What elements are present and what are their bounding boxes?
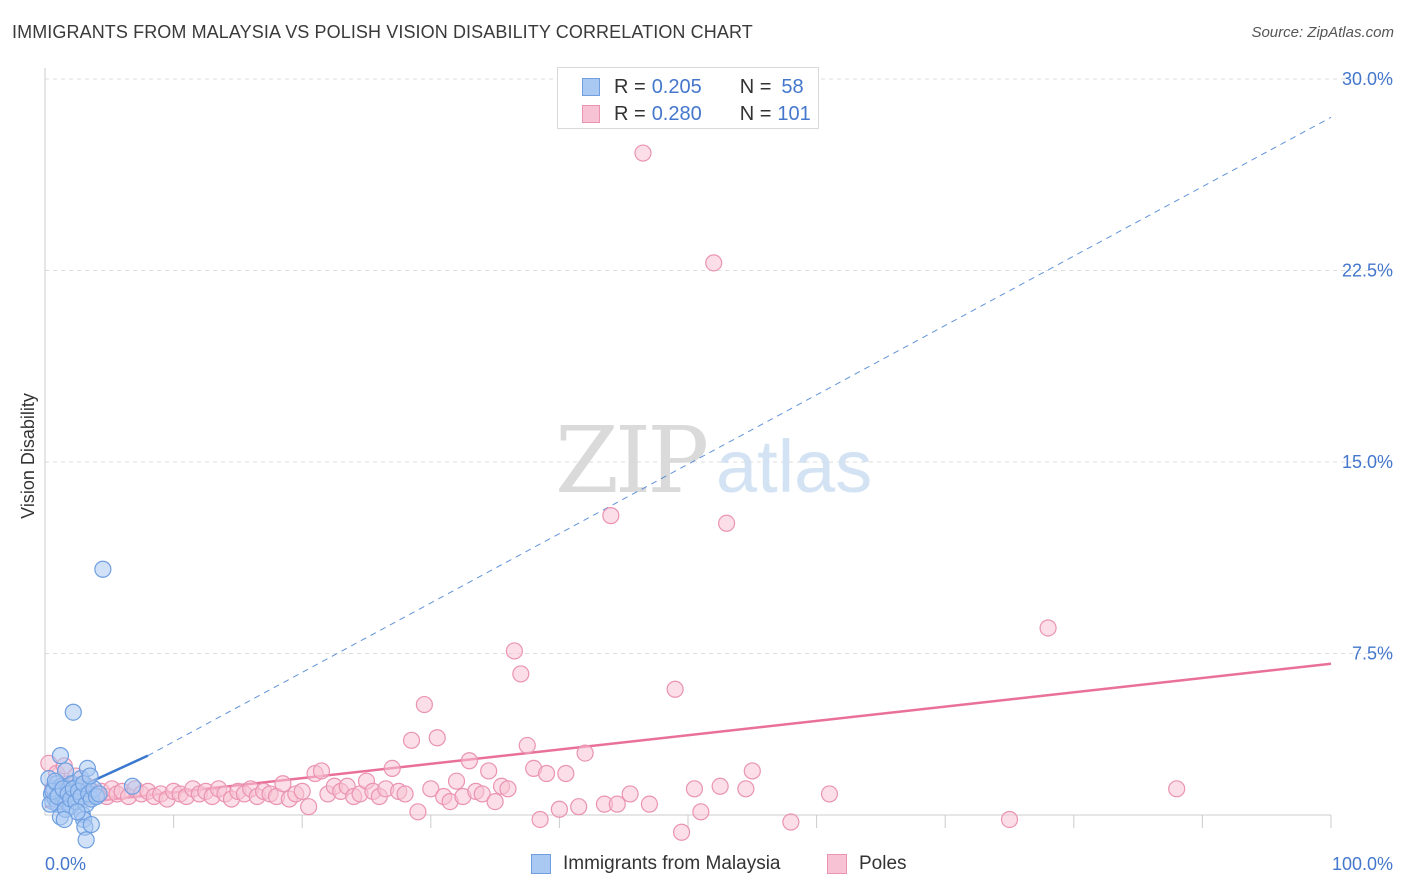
point-poles xyxy=(480,762,498,780)
point-poles xyxy=(473,785,491,803)
point-malaysia xyxy=(68,803,86,821)
legend-series-name: Poles xyxy=(859,853,907,874)
point-poles xyxy=(383,759,401,778)
point-poles xyxy=(1168,780,1186,798)
y-tick-label: 15.0% xyxy=(1342,452,1393,472)
legend-r-value: 0.205 xyxy=(651,75,702,98)
point-poles xyxy=(428,729,446,747)
trend-line-malaysia-dashed xyxy=(147,116,1332,757)
legend-n-value: 58 xyxy=(781,75,804,98)
x-tick-label: 0.0% xyxy=(45,854,86,874)
point-poles xyxy=(505,642,523,660)
point-poles xyxy=(705,254,723,272)
point-malaysia xyxy=(55,810,73,829)
point-poles xyxy=(274,775,292,793)
point-poles xyxy=(1000,810,1019,829)
legend-n-value: 101 xyxy=(777,102,811,125)
legend-n-label: N = xyxy=(739,75,772,98)
y-tick-label: 30.0% xyxy=(1342,69,1393,89)
point-poles xyxy=(293,782,311,800)
legend-series-name: Immigrants from Malaysia xyxy=(563,853,781,874)
point-poles xyxy=(499,780,517,798)
point-poles xyxy=(634,144,652,162)
point-poles xyxy=(460,752,478,770)
point-malaysia xyxy=(90,785,108,803)
point-poles xyxy=(312,762,331,780)
point-poles xyxy=(557,764,575,783)
point-poles xyxy=(518,736,536,755)
point-poles xyxy=(447,772,466,790)
legend-r-value: 0.280 xyxy=(651,102,702,125)
y-tick-label: 7.5% xyxy=(1352,644,1393,664)
point-poles xyxy=(672,823,691,841)
legend-item-poles: Poles xyxy=(827,852,907,876)
legend-row-poles: R = 0.280 N = 101 xyxy=(582,102,811,126)
legend-swatch-blue xyxy=(582,78,600,96)
point-poles xyxy=(820,785,839,803)
point-malaysia xyxy=(94,560,112,578)
y-axis-label: Vision Disability xyxy=(18,393,38,519)
point-poles xyxy=(743,762,761,780)
point-poles xyxy=(1039,619,1057,637)
trend-line-poles xyxy=(44,662,1332,808)
legend-swatch-pink xyxy=(582,105,600,123)
gridlines xyxy=(45,78,1392,654)
chart-title: IMMIGRANTS FROM MALAYSIA VS POLISH VISIO… xyxy=(12,22,753,42)
point-poles xyxy=(685,780,704,798)
point-poles xyxy=(717,514,736,532)
point-malaysia xyxy=(82,815,100,834)
data-points xyxy=(40,144,1186,849)
point-poles xyxy=(576,744,594,762)
point-poles xyxy=(737,780,755,798)
point-malaysia xyxy=(81,767,99,785)
y-tick-label: 22.5% xyxy=(1342,261,1393,281)
point-poles xyxy=(621,785,639,803)
point-poles xyxy=(409,803,427,821)
legend-r-label: R = xyxy=(614,75,646,98)
point-poles xyxy=(422,780,440,798)
legend-swatch-pink xyxy=(827,854,847,874)
point-poles xyxy=(608,795,626,813)
point-poles xyxy=(486,792,504,811)
point-poles xyxy=(537,764,556,783)
source-label: Source: ZipAtlas.com xyxy=(1251,24,1394,41)
x-tick-label: 100.0% xyxy=(1332,854,1393,874)
point-malaysia xyxy=(123,777,142,795)
point-poles xyxy=(402,731,421,749)
legend-swatch-blue xyxy=(531,854,551,874)
point-poles xyxy=(512,665,530,683)
legend-n-label: N = xyxy=(739,102,772,125)
tick-labels: 7.5% 15.0% 22.5% 30.0% 0.0% 100.0% xyxy=(45,69,1393,874)
stats-legend: R = 0.205 N = 58 R = 0.280 N = 101 xyxy=(557,67,819,129)
point-poles xyxy=(396,785,414,803)
point-poles xyxy=(550,800,569,818)
legend-r-label: R = xyxy=(614,102,646,125)
point-poles xyxy=(531,810,549,829)
point-poles xyxy=(782,813,800,831)
point-poles xyxy=(666,680,684,698)
point-poles xyxy=(692,803,710,821)
point-poles xyxy=(300,798,318,816)
watermark-atlas: atlas xyxy=(716,425,872,508)
point-malaysia xyxy=(51,747,70,765)
point-poles xyxy=(640,795,659,813)
point-poles xyxy=(415,695,433,714)
watermark-zip: ZIP xyxy=(555,407,706,514)
point-poles xyxy=(711,777,729,795)
legend-item-malaysia: Immigrants from Malaysia xyxy=(531,852,781,876)
point-malaysia xyxy=(77,831,95,849)
watermark: ZIP atlas xyxy=(555,407,872,514)
point-poles xyxy=(570,798,588,816)
point-malaysia xyxy=(64,703,82,721)
legend-row-malaysia: R = 0.205 N = 58 xyxy=(582,75,804,99)
point-poles xyxy=(602,507,620,525)
